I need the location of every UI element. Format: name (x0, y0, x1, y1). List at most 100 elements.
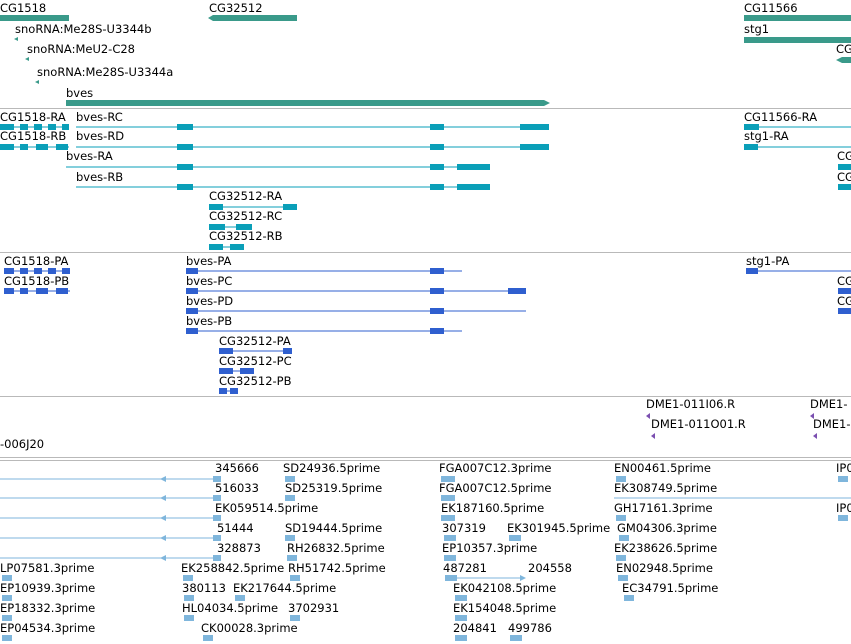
snorna-arrow-icon (25, 57, 29, 61)
est-label: RH26832.5prime (287, 541, 385, 555)
gene-bar-cg32512[interactable] (213, 15, 297, 21)
clone-label-edge-1: DME1- (810, 397, 848, 411)
est-label: EN00461.5prime (614, 461, 711, 475)
transcript-label-cg32512-rc: CG32512-RC (209, 209, 282, 223)
est-label: 204841 (453, 621, 497, 635)
protein-label-bves-pd: bves-PD (186, 294, 233, 308)
est-label: EK187160.5prime (441, 501, 544, 515)
est-label: HL04034.5prime (182, 601, 278, 615)
protein-label-bves-pa: bves-PA (186, 254, 232, 268)
snorna-arrow-icon (35, 80, 39, 84)
gene-track: CG1518 CG32512 CG11566 snoRNA:Me28S-U334… (0, 1, 851, 106)
est-label: EK258842.5prime (181, 561, 284, 575)
est-label: EN02948.5prime (616, 561, 713, 575)
exon[interactable] (177, 124, 193, 130)
est-label: SD19444.5prime (285, 521, 382, 535)
protein-label-bves-pb: bves-PB (186, 314, 232, 328)
protein-track: CG1518-PA CG1518-PB bves-PA bves-PC bves… (4, 254, 851, 394)
est-label: EP10939.3prime (0, 581, 95, 595)
transcript-label-edge-1: CG (837, 149, 851, 163)
est-label: 516033 (215, 481, 259, 495)
transcript-label-cg32512-rb: CG32512-RB (209, 229, 283, 243)
gene-bar-stg1[interactable] (744, 37, 851, 43)
clone-track: DME1-011I06.R DME1- DME1-011O01.R DME1- … (0, 397, 851, 451)
protein-label-cg32512-pa: CG32512-PA (219, 334, 291, 348)
protein-label-cg1518-pa: CG1518-PA (4, 254, 69, 268)
protein-label-cg32512-pb: CG32512-PB (219, 374, 292, 388)
est-label: EK217644.5prime (233, 581, 336, 595)
gene-bar-cg1518[interactable] (0, 15, 69, 21)
est-label: IP0 (836, 461, 851, 475)
clone-label-006j20: -006J20 (0, 437, 44, 451)
gene-label-cg1518: CG1518 (0, 1, 46, 15)
gene-label-cg32512: CG32512 (209, 1, 263, 15)
est-label: RH51742.5prime (288, 561, 386, 575)
gene-label-snorna-b: snoRNA:Me28S-U3344b (15, 22, 152, 36)
est-label: 3702931 (288, 601, 339, 615)
est-label: FGA007C12.5prime (439, 481, 551, 495)
clone-arrow-icon[interactable] (813, 433, 817, 439)
est-label: IP0 (836, 501, 851, 515)
gene-arrow-icon (544, 100, 550, 106)
clone-label-edge-2: DME1- (813, 417, 851, 431)
transcript-label-bves-rc: bves-RC (76, 110, 123, 124)
est-label: EC34791.5prime (622, 581, 718, 595)
transcript-label-edge-2: CG (837, 170, 851, 184)
est-label: EP18332.3prime (0, 601, 95, 615)
est-label: 345666 (215, 461, 259, 475)
est-label: EP04534.3prime (0, 621, 95, 635)
exon[interactable] (0, 124, 14, 130)
gene-bar-edge[interactable] (842, 57, 851, 63)
est-label: GM04306.3prime (617, 521, 717, 535)
gene-label-meu2: snoRNA:MeU2-C28 (27, 42, 135, 56)
est-label: EK154048.5prime (453, 601, 556, 615)
est-label: 487281 (443, 561, 487, 575)
gene-arrow-icon (836, 57, 842, 63)
protein-label-cg1518-pb: CG1518-PB (4, 274, 69, 288)
gene-label-snorna-a: snoRNA:Me28S-U3344a (37, 65, 173, 79)
clone-label-dme1-011o01: DME1-011O01.R (651, 417, 746, 431)
est-label: SD25319.5prime (285, 481, 382, 495)
est-label: SD24936.5prime (283, 461, 380, 475)
est-label: EK238626.5prime (614, 541, 717, 555)
transcript-label-cg11566-ra: CG11566-RA (744, 110, 817, 124)
protein-label-edge-2: CG (837, 294, 851, 308)
transcript-label-cg32512-ra: CG32512-RA (209, 189, 282, 203)
est-track: 345666 SD24936.5prime FGA007C12.3prime E… (0, 461, 851, 641)
transcript-label-cg1518-rb: CG1518-RB (0, 129, 66, 143)
snorna-arrow-icon (14, 37, 18, 41)
est-label: EP10357.3prime (442, 541, 537, 555)
transcript-track: CG1518-RA bves-RC CG11566-RA CG1518-RB b… (0, 110, 851, 250)
clone-label-dme1-011i06: DME1-011I06.R (646, 397, 735, 411)
gene-label-cg-edge: CG (836, 42, 851, 56)
est-label: 380113 (182, 581, 226, 595)
transcript-label-cg1518-ra: CG1518-RA (0, 110, 66, 124)
protein-label-cg32512-pc: CG32512-PC (219, 354, 292, 368)
transcript-label-stg1-ra: stg1-RA (744, 129, 789, 143)
gene-label-cg11566: CG11566 (744, 1, 798, 15)
protein-label-bves-pc: bves-PC (186, 274, 232, 288)
est-label: 307319 (442, 521, 486, 535)
est-label: CK00028.3prime (201, 621, 298, 635)
clone-arrow-icon[interactable] (646, 413, 650, 419)
est-label: 499786 (508, 621, 552, 635)
transcript-label-bves-ra: bves-RA (66, 149, 113, 163)
gene-label-stg1: stg1 (744, 22, 769, 36)
est-label: EK308749.5prime (614, 481, 717, 495)
est-label: FGA007C12.3prime (439, 461, 551, 475)
est-label: LP07581.3prime (0, 561, 94, 575)
clone-arrow-icon[interactable] (810, 413, 814, 419)
est-label: GH17161.3prime (614, 501, 713, 515)
protein-label-stg1-pa: stg1-PA (746, 254, 789, 268)
clone-arrow-icon[interactable] (651, 433, 655, 439)
transcript-label-bves-rd: bves-RD (76, 129, 124, 143)
est-label: EK059514.5prime (215, 501, 318, 515)
gene-label-bves: bves (66, 86, 93, 100)
protein-label-edge-1: CG (837, 274, 851, 288)
est-label: 328873 (217, 541, 261, 555)
gene-arrow-icon (208, 15, 213, 21)
gene-bar-bves[interactable] (66, 100, 544, 106)
gene-bar-cg11566[interactable] (744, 15, 851, 21)
est-label: 51444 (217, 521, 254, 535)
